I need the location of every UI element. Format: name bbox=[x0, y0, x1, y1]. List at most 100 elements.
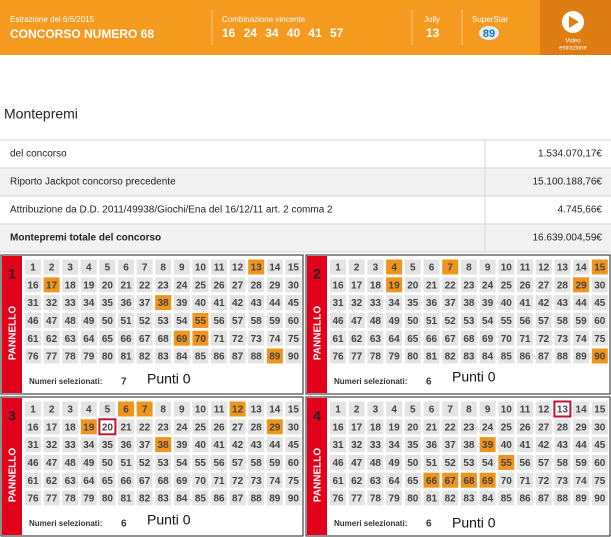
number-cell[interactable] bbox=[591, 295, 608, 311]
number-cell[interactable] bbox=[479, 490, 496, 506]
number-cell[interactable] bbox=[155, 401, 172, 417]
number-label[interactable]: 47 bbox=[351, 316, 363, 327]
number-label[interactable]: 28 bbox=[251, 280, 263, 291]
number-label[interactable]: 36 bbox=[120, 298, 132, 309]
number-label[interactable]: 86 bbox=[519, 352, 531, 363]
number-label[interactable]: 39 bbox=[482, 298, 494, 309]
number-label[interactable]: 80 bbox=[407, 352, 419, 363]
number-label[interactable]: 63 bbox=[65, 476, 77, 487]
number-label[interactable]: 53 bbox=[463, 458, 475, 469]
number-cell[interactable] bbox=[62, 437, 79, 453]
number-cell[interactable] bbox=[136, 312, 153, 328]
number-cell[interactable] bbox=[573, 330, 590, 346]
number-label[interactable]: 38 bbox=[463, 298, 475, 309]
number-label[interactable]: 9 bbox=[485, 263, 491, 274]
number-cell[interactable] bbox=[62, 419, 79, 435]
number-label[interactable]: 30 bbox=[288, 422, 300, 433]
number-label[interactable]: 78 bbox=[370, 494, 382, 505]
number-cell[interactable] bbox=[591, 401, 608, 417]
number-cell[interactable] bbox=[136, 295, 153, 311]
number-cell[interactable] bbox=[591, 490, 608, 506]
number-cell[interactable] bbox=[285, 437, 302, 453]
number-label[interactable]: 19 bbox=[389, 280, 401, 291]
number-cell[interactable] bbox=[367, 437, 384, 453]
number-cell[interactable] bbox=[517, 348, 533, 364]
number-cell[interactable] bbox=[285, 454, 302, 470]
number-cell[interactable] bbox=[118, 312, 134, 328]
number-cell[interactable] bbox=[155, 472, 172, 488]
number-cell[interactable] bbox=[229, 348, 246, 364]
number-label[interactable]: 74 bbox=[576, 476, 588, 487]
number-cell[interactable] bbox=[248, 490, 265, 506]
number-cell[interactable] bbox=[330, 490, 346, 506]
number-cell[interactable] bbox=[99, 348, 116, 364]
number-label[interactable]: 59 bbox=[269, 458, 281, 469]
number-label[interactable]: 34 bbox=[389, 440, 401, 451]
number-cell[interactable] bbox=[248, 277, 265, 293]
number-label[interactable]: 1 bbox=[335, 405, 341, 416]
number-label[interactable]: 10 bbox=[501, 405, 513, 416]
number-cell[interactable] bbox=[573, 419, 590, 435]
number-cell[interactable] bbox=[386, 472, 403, 488]
number-label[interactable]: 15 bbox=[288, 263, 300, 274]
number-label[interactable]: 48 bbox=[65, 458, 77, 469]
number-cell[interactable] bbox=[43, 259, 60, 275]
number-label[interactable]: 28 bbox=[251, 422, 263, 433]
number-cell-highlighted[interactable] bbox=[423, 472, 440, 488]
number-label[interactable]: 67 bbox=[139, 334, 151, 345]
number-label[interactable]: 54 bbox=[482, 316, 494, 327]
number-label[interactable]: 32 bbox=[46, 298, 58, 309]
number-cell[interactable] bbox=[248, 419, 265, 435]
number-label[interactable]: 36 bbox=[426, 440, 438, 451]
number-label[interactable]: 35 bbox=[407, 298, 419, 309]
number-label[interactable]: 4 bbox=[86, 263, 92, 274]
number-label[interactable]: 1 bbox=[335, 263, 341, 274]
number-cell[interactable] bbox=[479, 259, 496, 275]
number-cell[interactable] bbox=[155, 259, 172, 275]
number-label[interactable]: 60 bbox=[594, 316, 606, 327]
number-label[interactable]: 29 bbox=[269, 422, 281, 433]
number-cell[interactable] bbox=[442, 312, 459, 328]
number-cell[interactable] bbox=[404, 490, 421, 506]
number-label[interactable]: 83 bbox=[463, 494, 475, 505]
number-cell[interactable] bbox=[43, 312, 60, 328]
number-label[interactable]: 75 bbox=[594, 334, 606, 345]
number-label[interactable]: 84 bbox=[482, 494, 494, 505]
number-label[interactable]: 12 bbox=[232, 263, 244, 274]
number-cell[interactable] bbox=[554, 259, 571, 275]
number-cell[interactable] bbox=[136, 259, 153, 275]
number-cell[interactable] bbox=[535, 490, 552, 506]
number-label[interactable]: 61 bbox=[332, 476, 344, 487]
number-cell[interactable] bbox=[118, 330, 134, 346]
number-cell[interactable] bbox=[173, 419, 190, 435]
number-cell-highlighted[interactable] bbox=[266, 419, 283, 435]
number-label[interactable]: 55 bbox=[501, 316, 513, 327]
number-cell[interactable] bbox=[229, 419, 246, 435]
number-cell[interactable] bbox=[80, 259, 97, 275]
number-label[interactable]: 57 bbox=[232, 316, 244, 327]
number-label[interactable]: 56 bbox=[213, 458, 225, 469]
number-cell[interactable] bbox=[423, 437, 440, 453]
number-label[interactable]: 82 bbox=[445, 494, 457, 505]
number-cell[interactable] bbox=[330, 277, 346, 293]
number-cell[interactable] bbox=[192, 437, 209, 453]
number-cell[interactable] bbox=[62, 295, 79, 311]
number-cell[interactable] bbox=[554, 437, 571, 453]
number-label[interactable]: 7 bbox=[142, 263, 148, 274]
number-label[interactable]: 81 bbox=[120, 494, 132, 505]
number-cell[interactable] bbox=[423, 330, 440, 346]
number-cell[interactable] bbox=[460, 277, 477, 293]
number-cell[interactable] bbox=[173, 277, 190, 293]
number-label[interactable]: 7 bbox=[447, 263, 453, 274]
number-cell[interactable] bbox=[211, 312, 227, 328]
number-label[interactable]: 34 bbox=[83, 440, 95, 451]
number-label[interactable]: 53 bbox=[463, 316, 475, 327]
number-cell-selected[interactable] bbox=[98, 418, 117, 436]
number-label[interactable]: 70 bbox=[195, 476, 207, 487]
number-cell[interactable] bbox=[266, 259, 283, 275]
number-label[interactable]: 45 bbox=[594, 298, 606, 309]
number-cell[interactable] bbox=[155, 454, 172, 470]
number-label[interactable]: 76 bbox=[332, 494, 344, 505]
number-cell[interactable] bbox=[118, 419, 134, 435]
number-cell[interactable] bbox=[460, 330, 477, 346]
